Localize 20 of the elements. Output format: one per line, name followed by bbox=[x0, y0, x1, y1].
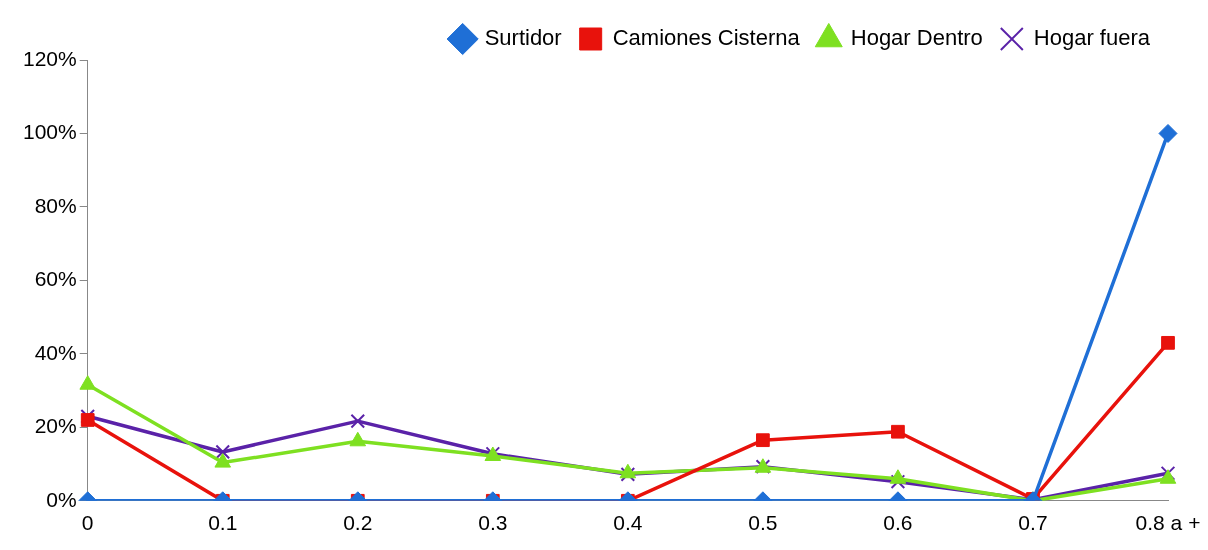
legend-label: Hogar fuera bbox=[1033, 25, 1151, 51]
x-tick-label: 0.7 bbox=[1018, 511, 1048, 535]
y-tick-label: 80% bbox=[34, 193, 77, 217]
x-tick-label: 0.8 a + bbox=[1135, 511, 1201, 535]
x-tick-label: 0.5 bbox=[748, 511, 778, 535]
x-tick-label: 0.3 bbox=[478, 511, 508, 535]
y-tick-label: 120% bbox=[22, 46, 77, 70]
x-tick-label: 0.4 bbox=[613, 511, 643, 535]
x-tick-label: 0.1 bbox=[208, 511, 238, 535]
x-tick-label: 0.2 bbox=[343, 511, 373, 535]
legend-label: Hogar Dentro bbox=[850, 25, 983, 51]
legend-label: Surtidor bbox=[484, 25, 562, 51]
legend-label: Camiones Cisterna bbox=[612, 25, 801, 51]
y-tick-label: 40% bbox=[34, 340, 77, 364]
x-tick-label: 0 bbox=[81, 511, 94, 535]
y-tick-label: 20% bbox=[34, 414, 77, 438]
y-tick-label: 60% bbox=[34, 267, 77, 291]
x-tick-label: 0.6 bbox=[883, 511, 913, 535]
y-tick-label: 0% bbox=[46, 487, 77, 511]
y-tick-label: 100% bbox=[22, 120, 77, 144]
